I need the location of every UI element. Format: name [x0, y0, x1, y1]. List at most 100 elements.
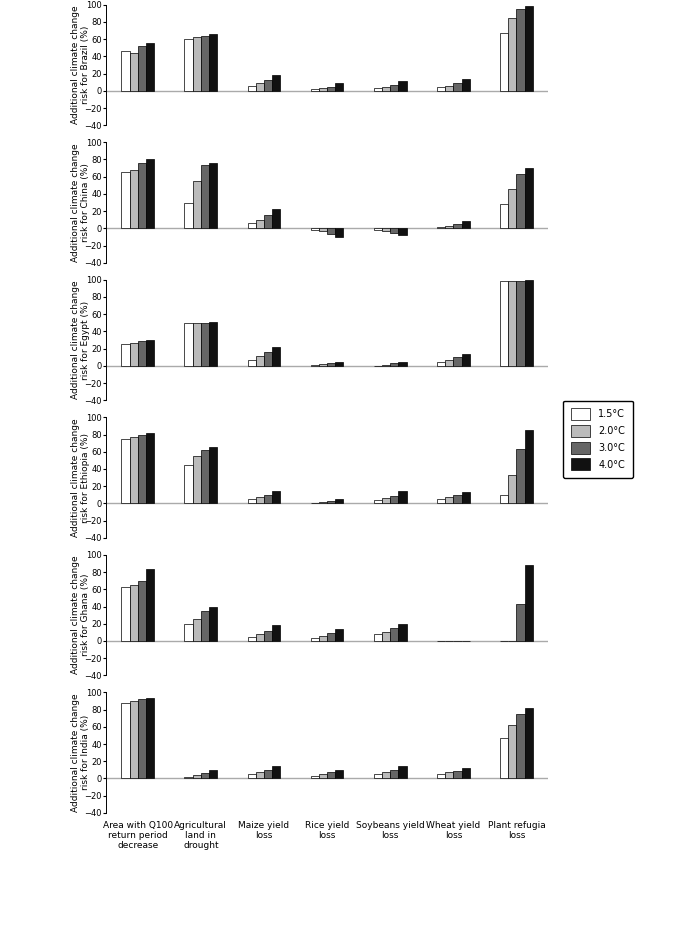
Bar — [390, 364, 399, 365]
Bar — [390, 228, 399, 233]
Bar — [399, 767, 407, 778]
Bar — [129, 53, 138, 90]
Bar — [247, 637, 256, 641]
Bar — [319, 228, 327, 231]
Bar — [437, 774, 445, 778]
Bar — [192, 775, 201, 778]
Bar — [500, 282, 508, 365]
Bar — [516, 604, 525, 641]
Bar — [209, 607, 217, 641]
Bar — [201, 323, 209, 365]
Y-axis label: Additional climate change
risk for Egypt (%): Additional climate change risk for Egypt… — [71, 281, 90, 399]
Bar — [382, 772, 390, 778]
Bar — [209, 770, 217, 778]
Bar — [516, 174, 525, 228]
Bar — [184, 464, 192, 503]
Bar — [247, 499, 256, 503]
Bar — [462, 221, 470, 228]
Bar — [390, 770, 399, 778]
Bar — [192, 620, 201, 641]
Bar — [319, 636, 327, 641]
Bar — [146, 340, 154, 365]
Bar — [500, 495, 508, 503]
Bar — [264, 80, 272, 90]
Bar — [462, 79, 470, 90]
Bar — [272, 767, 280, 778]
Bar — [390, 628, 399, 641]
Bar — [462, 493, 470, 503]
Bar — [382, 498, 390, 503]
Bar — [382, 88, 390, 90]
Bar — [138, 699, 146, 778]
Bar — [201, 610, 209, 641]
Bar — [327, 633, 335, 641]
Bar — [209, 447, 217, 503]
Bar — [327, 772, 335, 778]
Bar — [129, 170, 138, 228]
Bar — [500, 33, 508, 90]
Bar — [525, 280, 533, 365]
Bar — [516, 449, 525, 503]
Bar — [146, 159, 154, 228]
Bar — [445, 226, 453, 228]
Bar — [311, 638, 319, 641]
Bar — [138, 434, 146, 503]
Bar — [146, 570, 154, 641]
Legend: 1.5°C, 2.0°C, 3.0°C, 4.0°C: 1.5°C, 2.0°C, 3.0°C, 4.0°C — [563, 400, 633, 479]
Bar — [121, 172, 129, 228]
Bar — [311, 89, 319, 90]
Bar — [374, 774, 382, 778]
Bar — [256, 219, 264, 228]
Bar — [121, 51, 129, 90]
Bar — [129, 701, 138, 778]
Bar — [445, 86, 453, 90]
Bar — [382, 228, 390, 231]
Bar — [272, 347, 280, 365]
Bar — [138, 580, 146, 641]
Bar — [390, 85, 399, 90]
Bar — [146, 697, 154, 778]
Bar — [508, 475, 516, 503]
Bar — [399, 362, 407, 365]
Bar — [247, 86, 256, 90]
Bar — [272, 491, 280, 503]
Bar — [209, 34, 217, 90]
Bar — [382, 632, 390, 641]
Bar — [374, 500, 382, 503]
Bar — [327, 501, 335, 503]
Bar — [256, 634, 264, 641]
Bar — [272, 625, 280, 641]
Bar — [138, 46, 146, 90]
Bar — [192, 323, 201, 365]
Bar — [192, 456, 201, 503]
Bar — [272, 75, 280, 90]
Bar — [319, 774, 327, 778]
Bar — [184, 203, 192, 228]
Bar — [311, 228, 319, 230]
Bar — [508, 282, 516, 365]
Bar — [264, 352, 272, 365]
Bar — [129, 343, 138, 365]
Bar — [437, 88, 445, 90]
Bar — [437, 362, 445, 365]
Bar — [516, 714, 525, 778]
Bar — [272, 209, 280, 228]
Bar — [256, 497, 264, 503]
Bar — [335, 499, 343, 503]
Bar — [311, 776, 319, 778]
Bar — [256, 356, 264, 365]
Bar — [201, 166, 209, 228]
Y-axis label: Additional climate change
risk for China (%): Additional climate change risk for China… — [71, 143, 90, 262]
Bar — [327, 87, 335, 90]
Bar — [247, 774, 256, 778]
Bar — [445, 360, 453, 365]
Bar — [184, 624, 192, 641]
Bar — [453, 357, 462, 365]
Bar — [129, 585, 138, 641]
Bar — [437, 227, 445, 228]
Y-axis label: Additional climate change
risk for Brazil (%): Additional climate change risk for Brazi… — [71, 6, 90, 124]
Bar — [500, 738, 508, 778]
Bar — [184, 323, 192, 365]
Bar — [399, 492, 407, 503]
Bar — [399, 624, 407, 641]
